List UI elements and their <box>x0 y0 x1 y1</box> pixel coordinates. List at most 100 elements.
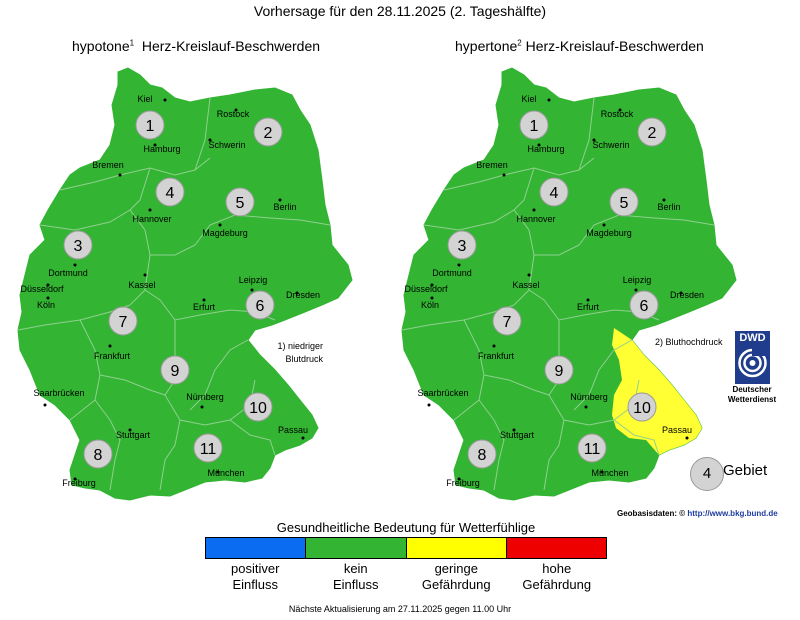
city-dot <box>163 98 167 102</box>
region-marker <box>108 306 138 336</box>
right-subtitle-main: hypertone <box>455 38 518 54</box>
city-dot <box>592 138 596 142</box>
city-dot <box>512 428 516 432</box>
city-dot <box>301 436 305 440</box>
city-label: Kassel <box>512 280 539 290</box>
city-dot <box>584 405 588 409</box>
left-subtitle-main: hypotone <box>72 38 130 54</box>
region-border <box>578 97 595 171</box>
legend-color-bar <box>205 537 607 559</box>
region-marker <box>629 290 659 320</box>
geobasis-label: Geobasisdaten: © <box>617 509 686 518</box>
city-dot <box>537 143 541 147</box>
left-note-line2: Blutdruck <box>285 354 323 364</box>
region-10-area <box>612 328 702 455</box>
region-marker <box>609 187 639 217</box>
city-dot <box>153 143 157 147</box>
region-marker <box>539 177 569 207</box>
city-label: Frankfurt <box>478 351 515 361</box>
region-marker <box>135 110 165 140</box>
legend-label-low: geringe Gefährdung <box>421 561 491 592</box>
city-label: Freiburg <box>62 478 96 488</box>
germany-outline <box>17 67 353 501</box>
region-border <box>578 214 715 246</box>
region-number: 1 <box>530 118 539 135</box>
city-label: Bremen <box>476 160 508 170</box>
region-number: 6 <box>640 298 649 315</box>
geobasis-link[interactable]: http://www.bkg.bund.de <box>687 509 778 518</box>
legend-swatch-positive <box>206 538 307 558</box>
city-dot <box>618 108 622 112</box>
legend-label-positive: positiver Einfluss <box>231 561 280 592</box>
gebiet-legend-label: Gebiet <box>723 462 768 479</box>
left-map-subtitle: hypotone1 Herz-Kreislauf-Beschwerden <box>72 38 320 54</box>
region-marker <box>160 355 190 385</box>
city-dot <box>430 296 434 300</box>
region-number: 4 <box>550 185 559 202</box>
city-label: Passau <box>278 425 308 435</box>
region-number: 5 <box>620 195 629 212</box>
city-dot <box>250 288 254 292</box>
city-label: Magdeburg <box>202 228 248 238</box>
region-number: 8 <box>478 447 487 464</box>
region-number: 11 <box>584 441 601 458</box>
city-dot <box>602 223 606 227</box>
region-border <box>543 419 565 491</box>
city-label: Dresden <box>670 290 704 300</box>
region-number: 3 <box>458 238 467 255</box>
region-number: 6 <box>256 298 265 315</box>
city-dot <box>108 344 112 348</box>
city-dot <box>46 296 50 300</box>
city-label: Hannover <box>132 214 171 224</box>
city-label: Dresden <box>286 290 320 300</box>
city-label: Stuttgart <box>116 430 151 440</box>
city-label: Freiburg <box>446 478 480 488</box>
city-label: Hannover <box>516 214 555 224</box>
region-border <box>229 419 276 456</box>
city-dot <box>200 405 204 409</box>
region-marker <box>63 230 93 260</box>
city-dot <box>218 223 222 227</box>
city-dot <box>143 273 147 277</box>
region-marker <box>467 439 497 469</box>
region-marker <box>519 110 549 140</box>
city-label: Passau <box>662 425 692 435</box>
legend-title: Gesundheitliche Bedeutung für Wetterfühl… <box>276 520 536 535</box>
region-number: 11 <box>200 441 217 458</box>
region-number: 1 <box>146 118 155 135</box>
city-dot <box>118 173 122 177</box>
city-dot <box>586 298 590 302</box>
region-border <box>94 399 121 491</box>
region-number: 4 <box>166 185 175 202</box>
city-dot <box>492 344 496 348</box>
legend-label-high: hohe Gefährdung <box>522 561 592 592</box>
city-label: Erfurt <box>193 302 216 312</box>
legend-swatch-none <box>306 538 407 558</box>
left-subtitle-rest: Herz-Kreislauf-Beschwerden <box>141 38 321 54</box>
legend-swatch-low <box>406 538 507 558</box>
city-dot <box>427 403 431 407</box>
city-label: Rostock <box>217 109 250 119</box>
city-label: Nürnberg <box>570 392 608 402</box>
city-label: Schwerin <box>592 140 629 150</box>
left-subtitle-footnote: 1 <box>129 38 135 48</box>
legend-swatch-high <box>506 538 606 558</box>
city-dot <box>532 208 536 212</box>
city-dot <box>234 108 238 112</box>
city-dot <box>679 291 683 295</box>
city-label: Schwerin <box>208 140 245 150</box>
city-label: Köln <box>37 300 55 310</box>
city-label: Berlin <box>657 202 680 212</box>
region-marker <box>193 433 223 463</box>
region-marker <box>245 290 275 320</box>
city-dot <box>457 477 461 481</box>
region-border <box>159 419 181 491</box>
city-label: Kiel <box>137 94 152 104</box>
city-dot <box>502 173 506 177</box>
region-border <box>613 419 660 456</box>
city-dot <box>73 263 77 267</box>
dwd-logo-text: DWD <box>735 331 770 344</box>
city-dot <box>73 477 77 481</box>
region-marker <box>225 187 255 217</box>
city-dot <box>278 198 282 202</box>
